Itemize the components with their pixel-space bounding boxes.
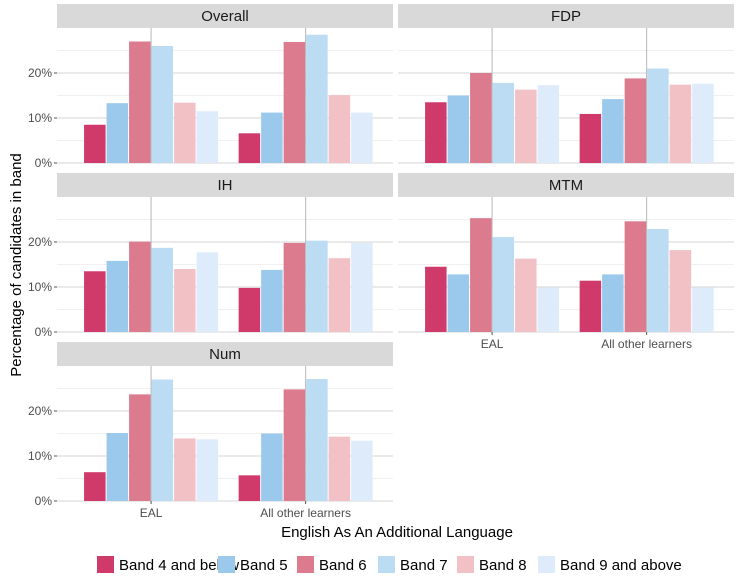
- bar: [692, 287, 714, 332]
- x-tick-label: All other learners: [260, 506, 351, 520]
- bar: [647, 68, 669, 163]
- bar: [624, 78, 647, 163]
- bar: [351, 440, 373, 501]
- legend-swatch: [538, 556, 555, 573]
- bar: [261, 433, 283, 501]
- legend-label: Band 6: [319, 557, 367, 574]
- bar: [425, 102, 447, 163]
- x-tick-label: All other learners: [601, 337, 692, 351]
- bar: [669, 84, 692, 163]
- bar: [537, 85, 560, 163]
- y-tick-label: 0%: [35, 325, 53, 339]
- facet-strip: [398, 173, 734, 197]
- bar: [447, 274, 470, 332]
- bar: [647, 228, 669, 332]
- facet-title: MTM: [549, 177, 583, 194]
- bar: [328, 436, 351, 501]
- legend-label: Band 4 and below: [119, 557, 239, 574]
- bar: [84, 472, 106, 501]
- bar: [602, 99, 624, 163]
- legend-label: Band 9 and above: [560, 557, 682, 574]
- x-tick-label: EAL: [140, 506, 163, 520]
- facet-strip: [57, 173, 393, 197]
- bar: [351, 112, 373, 163]
- legend-swatch: [457, 556, 474, 573]
- bar: [470, 218, 492, 332]
- bar: [492, 237, 515, 332]
- bar: [328, 258, 351, 332]
- bar: [174, 102, 196, 163]
- bar: [106, 433, 129, 501]
- bar: [238, 133, 261, 163]
- bar: [238, 475, 261, 501]
- bar: [306, 379, 328, 501]
- bar: [261, 112, 283, 163]
- legend-swatch: [378, 556, 395, 573]
- facet-strip: [57, 4, 393, 28]
- bar: [283, 41, 306, 164]
- bar: [238, 287, 261, 332]
- bar: [151, 379, 174, 501]
- bar: [306, 34, 328, 163]
- bar: [261, 269, 283, 332]
- bar: [470, 73, 492, 163]
- y-tick-label: 0%: [35, 156, 53, 170]
- bar: [283, 242, 306, 332]
- legend-swatch: [97, 556, 114, 573]
- legend-label: Band 8: [479, 557, 527, 574]
- facet-strip: [57, 342, 393, 366]
- legend-label: Band 5: [240, 557, 288, 574]
- bar: [669, 250, 692, 332]
- bar: [84, 124, 106, 163]
- y-tick-label: 0%: [35, 494, 53, 508]
- bar: [129, 41, 151, 163]
- x-tick-label: EAL: [481, 337, 504, 351]
- bar: [174, 269, 196, 332]
- bar: [328, 95, 351, 163]
- bar: [151, 247, 174, 332]
- facet-title: Overall: [201, 8, 249, 25]
- bar: [196, 252, 219, 332]
- bar: [624, 221, 647, 332]
- bar: [306, 240, 328, 332]
- bar: [106, 260, 129, 332]
- y-axis-title: Percentage of candidates in band: [8, 153, 25, 377]
- bar: [106, 103, 129, 163]
- bar: [174, 438, 196, 501]
- bar: [151, 46, 174, 163]
- bar: [515, 258, 537, 332]
- y-tick-label: 10%: [28, 280, 52, 294]
- bar: [492, 82, 515, 163]
- x-axis-title: English As An Additional Language: [281, 524, 513, 541]
- bar: [196, 439, 219, 501]
- facet-strip: [398, 4, 734, 28]
- bar: [196, 111, 219, 163]
- bar: [129, 241, 151, 332]
- y-tick-label: 10%: [28, 449, 52, 463]
- facet-title: Num: [209, 346, 241, 363]
- y-tick-label: 20%: [28, 404, 52, 418]
- bar: [283, 389, 306, 501]
- facet-title: FDP: [551, 8, 581, 25]
- y-tick-label: 20%: [28, 66, 52, 80]
- bar: [537, 287, 560, 332]
- bar: [579, 113, 602, 163]
- bar: [602, 274, 624, 332]
- legend-label: Band 7: [400, 557, 448, 574]
- bar: [425, 266, 447, 332]
- bar: [84, 271, 106, 332]
- bar: [515, 89, 537, 163]
- facet-title: IH: [218, 177, 233, 194]
- legend-swatch: [218, 556, 235, 573]
- y-tick-label: 20%: [28, 235, 52, 249]
- bar: [579, 280, 602, 332]
- legend-swatch: [297, 556, 314, 573]
- bar: [692, 83, 714, 163]
- bar: [351, 242, 373, 332]
- y-tick-label: 10%: [28, 111, 52, 125]
- bar: [447, 95, 470, 163]
- bar: [129, 394, 151, 501]
